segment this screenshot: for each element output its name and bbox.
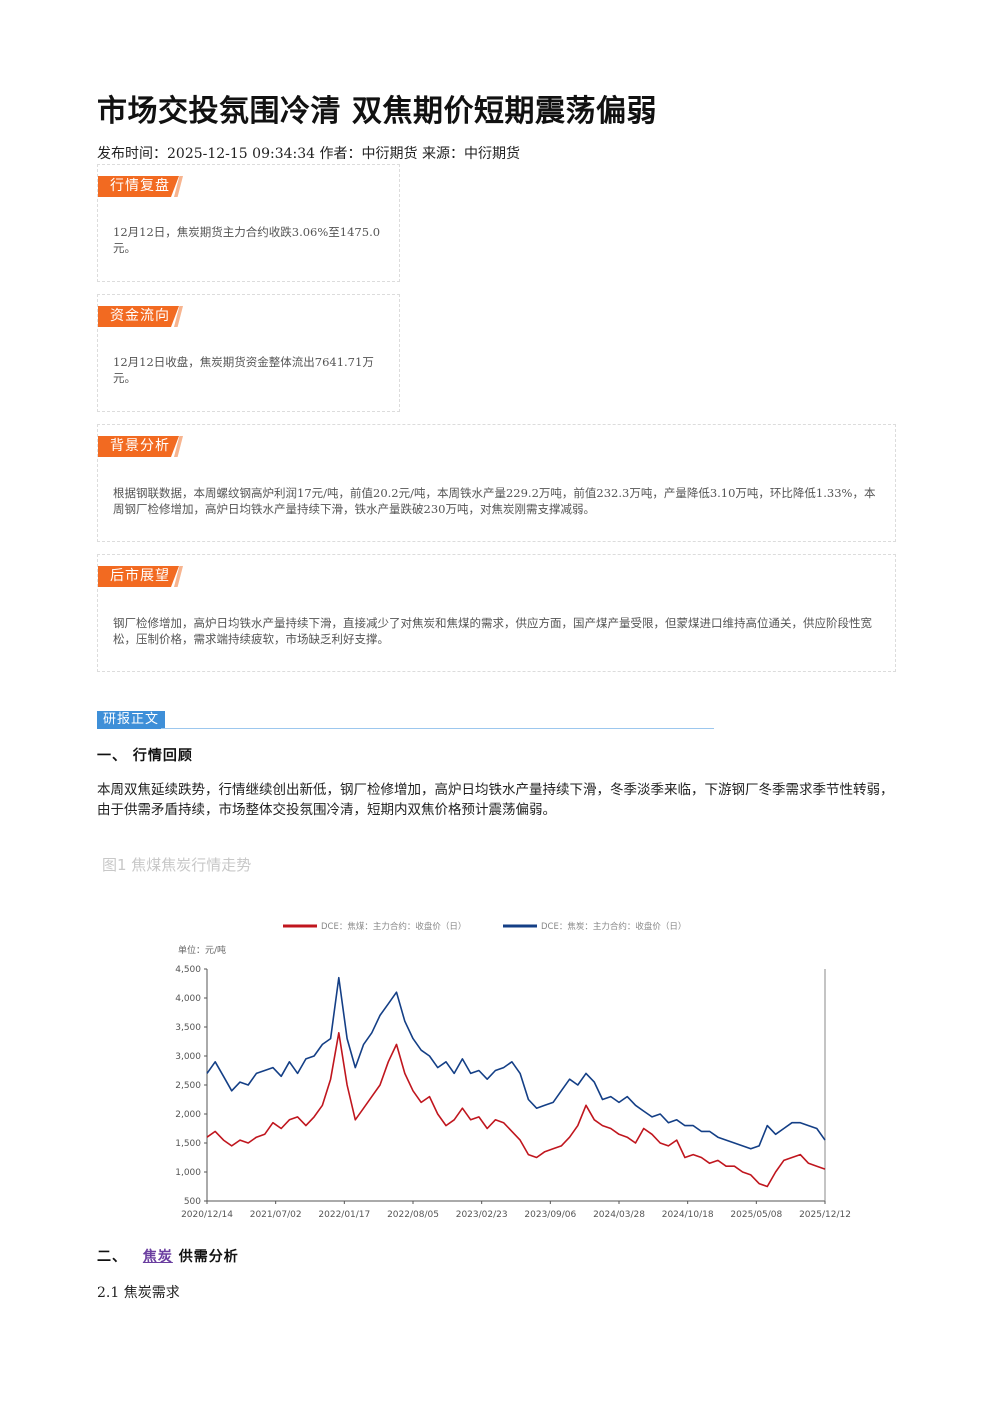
chart-series <box>206 976 826 1188</box>
tag-decoration <box>174 176 183 197</box>
card-text: 12月12日，焦炭期货主力合约收跌3.06%至1475.0元。 <box>113 225 381 255</box>
x-tick-label: 2024/10/18 <box>662 1210 714 1220</box>
subheading-coke-demand: 2.1 焦炭需求 <box>97 1285 180 1301</box>
background-analysis-card: 背景分析 根据钢联数据，本周螺纹钢高炉利润17元/吨，前值20.2元/吨，本周铁… <box>97 424 896 542</box>
card-tag: 后市展望 <box>98 566 179 587</box>
y-tick-label: 1,500 <box>175 1139 201 1149</box>
x-tick-label: 2024/03/28 <box>593 1210 645 1220</box>
y-unit-label: 单位：元/吨 <box>178 944 226 956</box>
y-tick-label: 3,000 <box>175 1052 201 1062</box>
x-tick-label: 2022/01/17 <box>318 1210 370 1220</box>
article-meta: 发布时间：2025-12-15 09:34:34 作者：中衍期货 来源：中衍期货 <box>97 146 520 162</box>
section-label: 研报正文 <box>97 711 166 729</box>
x-tick-label: 2021/07/02 <box>250 1210 302 1220</box>
y-tick-label: 3,500 <box>175 1023 201 1033</box>
x-tick-label: 2022/08/05 <box>387 1210 439 1220</box>
tag-decoration <box>174 436 183 457</box>
x-tick-label: 2020/12/14 <box>181 1210 233 1220</box>
market-review-card: 行情复盘 12月12日，焦炭期货主力合约收跌3.06%至1475.0元。 <box>97 164 400 282</box>
coking-coal-line <box>206 1032 826 1188</box>
card-text: 根据钢联数据，本周螺纹钢高炉利润17元/吨，前值20.2元/吨，本周铁水产量22… <box>113 486 876 516</box>
tag-decoration <box>174 306 183 327</box>
x-tick-label: 2023/02/23 <box>456 1210 508 1220</box>
x-tick-label: 2023/09/06 <box>524 1210 576 1220</box>
legend-label-coking-coal: DCE：焦煤：主力合约：收盘价（日） <box>321 921 466 932</box>
coke-line <box>206 976 826 1150</box>
heading-prefix: 二、 <box>97 1249 127 1265</box>
y-tick-label: 4,500 <box>175 965 201 975</box>
y-tick-label: 4,000 <box>175 994 201 1004</box>
tag-decoration <box>174 566 183 587</box>
card-text: 12月12日收盘，焦炭期货资金整体流出7641.71万元。 <box>113 355 374 385</box>
coke-link[interactable]: 焦炭 <box>142 1249 173 1265</box>
report-section-header: 研报正文 <box>97 711 714 729</box>
figure-title: 图1 焦煤焦炭行情走势 <box>102 856 252 874</box>
card-tag: 行情复盘 <box>98 176 179 197</box>
chart-legend: DCE：焦煤：主力合约：收盘价（日） DCE：焦炭：主力合约：收盘价（日） <box>283 921 686 932</box>
outlook-card: 后市展望 钢厂检修增加，高炉日均铁水产量持续下滑，直接减少了对焦炭和焦煤的需求，… <box>97 554 896 672</box>
card-tag: 背景分析 <box>98 436 179 457</box>
card-text: 钢厂检修增加，高炉日均铁水产量持续下滑，直接减少了对焦炭和焦煤的需求，供应方面，… <box>113 616 872 646</box>
legend-label-coke: DCE：焦炭：主力合约：收盘价（日） <box>541 921 686 932</box>
section-divider <box>161 728 714 729</box>
y-tick-label: 2,500 <box>175 1081 201 1091</box>
heading-suffix: 供需分析 <box>178 1249 239 1265</box>
x-tick-label: 2025/12/12 <box>799 1210 851 1220</box>
coking-price-chart: DCE：焦煤：主力合约：收盘价（日） DCE：焦炭：主力合约：收盘价（日） 单位… <box>175 921 851 1220</box>
chart-axes: 500 1,000 1,500 2,000 2,500 3,000 3,500 4,000 4,… <box>175 965 851 1220</box>
market-review-paragraph: 本周双焦延续跌势，行情继续创出新低，钢厂检修增加，高炉日均铁水产量持续下滑，冬季… <box>97 782 894 818</box>
heading-market-review: 一、 行情回顾 <box>97 748 193 764</box>
x-tick-label: 2025/05/08 <box>730 1210 782 1220</box>
card-tag: 资金流向 <box>98 306 179 327</box>
capital-flow-card: 资金流向 12月12日收盘，焦炭期货资金整体流出7641.71万元。 <box>97 294 400 412</box>
y-tick-label: 500 <box>184 1197 201 1207</box>
y-tick-label: 2,000 <box>175 1110 201 1120</box>
heading-supply-demand: 二、 焦炭 供需分析 <box>97 1246 239 1266</box>
y-tick-label: 1,000 <box>175 1168 201 1178</box>
article-title: 市场交投氛围冷清 双焦期价短期震荡偏弱 <box>97 94 657 129</box>
